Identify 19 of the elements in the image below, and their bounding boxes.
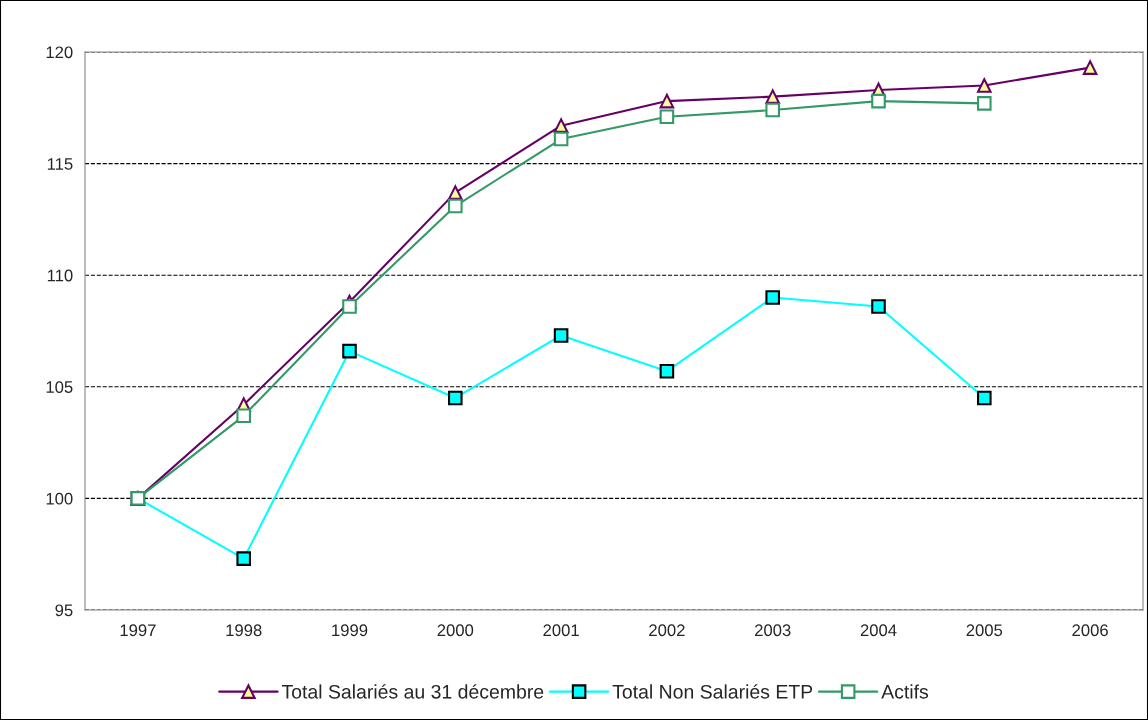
y-tick-label: 95 xyxy=(55,604,73,617)
legend-label: Total Salariés au 31 décembre xyxy=(281,684,544,699)
legend-label: Total Non Salariés ETP xyxy=(612,684,813,699)
x-tick-label: 2002 xyxy=(649,624,685,637)
legend-label: Actifs xyxy=(881,684,929,699)
x-tick-label: 1998 xyxy=(226,624,262,637)
x-tick-label: 2001 xyxy=(543,624,579,637)
y-tick-label: 105 xyxy=(46,381,73,393)
y-tick-label: 120 xyxy=(46,46,73,59)
x-tick-label: 2000 xyxy=(437,624,474,637)
y-tick-label: 110 xyxy=(47,269,73,282)
y-tick-label: 100 xyxy=(46,492,73,505)
x-tick-label: 2004 xyxy=(860,624,897,637)
x-tick-label: 1997 xyxy=(120,624,156,637)
x-tick-label: 2005 xyxy=(966,624,1003,637)
x-tick-label: 2006 xyxy=(1072,624,1108,637)
x-tick-label: 2003 xyxy=(755,624,791,637)
y-tick-label: 115 xyxy=(47,158,73,170)
x-tick-label: 1999 xyxy=(332,624,368,637)
